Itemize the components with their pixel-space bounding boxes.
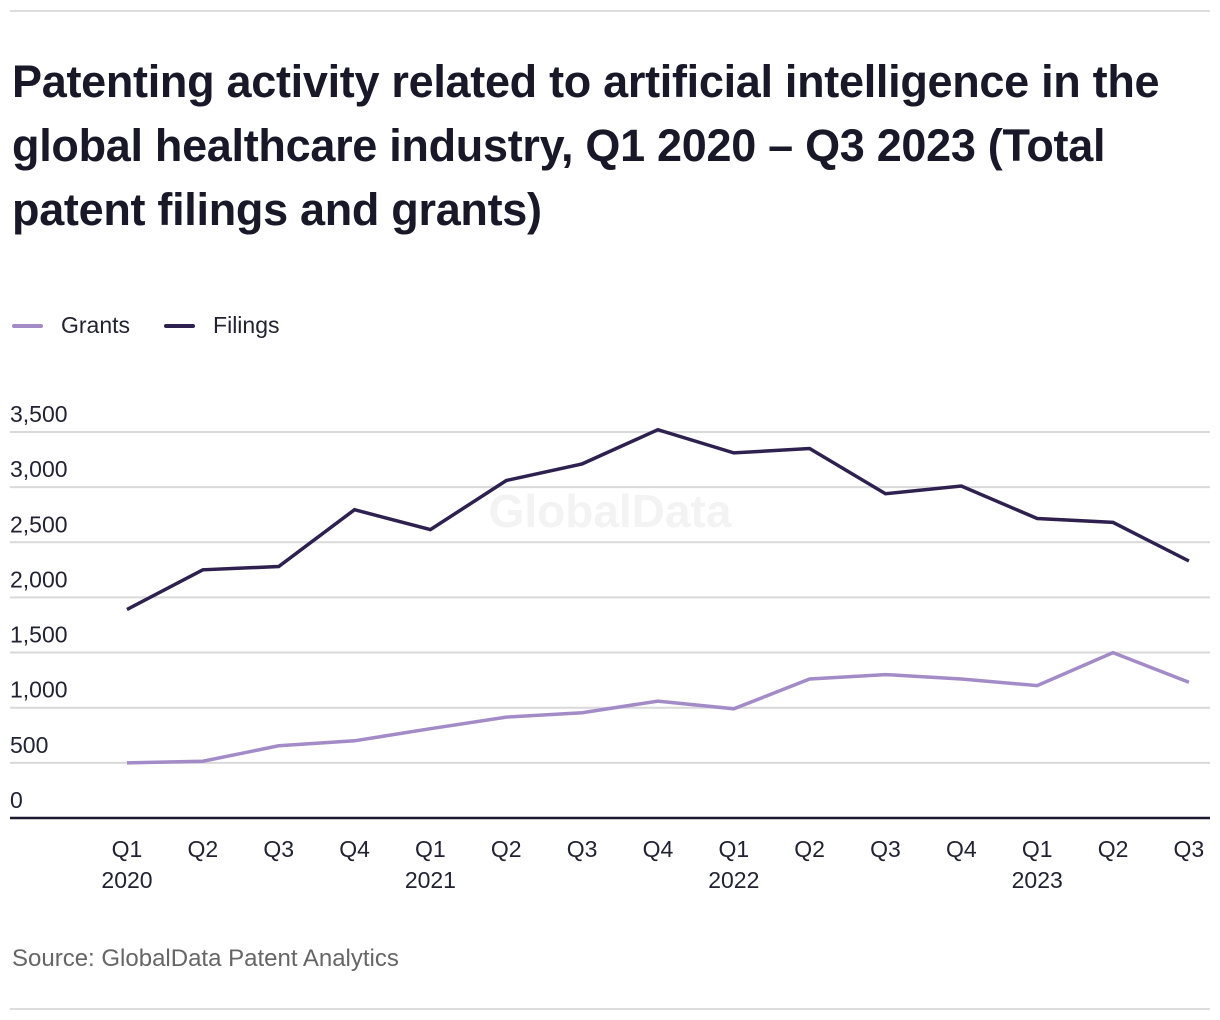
line-chart: GlobalData 0 500 1,000 1,500 2,000 2,500 3,000… xyxy=(10,401,1210,893)
legend-item-grants[interactable]: Grants xyxy=(12,312,130,339)
series-lines xyxy=(126,427,1190,765)
y-tick-label: 3,000 xyxy=(10,456,68,482)
source-note: Source: GlobalData Patent Analytics xyxy=(12,945,399,972)
legend-swatch-filings xyxy=(164,323,196,328)
legend-label-filings: Filings xyxy=(213,312,280,338)
x-tick-label: Q2 xyxy=(188,836,219,862)
bottom-divider xyxy=(10,1008,1210,1010)
series-line-filings xyxy=(126,427,1190,612)
legend-swatch-grants xyxy=(12,323,43,328)
x-tick-label: Q1 xyxy=(415,836,446,862)
y-tick-label: 1,500 xyxy=(10,622,68,648)
y-tick-label: 0 xyxy=(10,787,23,813)
x-tick-label: Q4 xyxy=(643,836,674,862)
x-tick-year-label: 2023 xyxy=(1012,867,1063,893)
series-line-grants xyxy=(126,650,1190,765)
x-tick-year-label: 2021 xyxy=(405,867,456,893)
watermark-text: GlobalData xyxy=(489,485,732,537)
y-axis-tick-labels: 0 500 1,000 1,500 2,000 2,500 3,000 3,500 xyxy=(10,401,68,813)
y-tick-label: 500 xyxy=(10,732,48,758)
legend-item-filings[interactable]: Filings xyxy=(164,312,280,339)
chart-legend: Grants Filings xyxy=(12,312,314,339)
legend-label-grants: Grants xyxy=(61,312,131,338)
y-tick-label: 1,000 xyxy=(10,677,68,703)
x-tick-year-label: 2022 xyxy=(708,867,759,893)
x-tick-label: Q3 xyxy=(567,836,598,862)
chart-title: Patenting activity related to artificial… xyxy=(12,56,1160,235)
y-tick-label: 2,000 xyxy=(10,566,68,592)
x-axis-tick-labels: Q1 2020 Q2 Q3 Q4 Q1 2021 Q2 Q3 Q4 Q1 2022 Q2 Q3 Q4 Q1 20… xyxy=(101,836,1204,893)
y-tick-label: 2,500 xyxy=(10,511,68,537)
x-tick-label: Q1 xyxy=(718,836,749,862)
x-tick-label: Q1 xyxy=(112,836,143,862)
x-tick-label: Q3 xyxy=(263,836,294,862)
x-tick-label: Q3 xyxy=(1174,836,1205,862)
x-tick-label: Q4 xyxy=(946,836,977,862)
x-tick-label: Q1 xyxy=(1022,836,1053,862)
top-divider xyxy=(10,10,1210,12)
gridlines xyxy=(10,430,1210,764)
x-tick-label: Q4 xyxy=(339,836,370,862)
x-tick-label: Q2 xyxy=(491,836,522,862)
y-tick-label: 3,500 xyxy=(10,401,68,427)
x-tick-label: Q2 xyxy=(1098,836,1129,862)
x-tick-year-label: 2020 xyxy=(101,867,152,893)
x-tick-label: Q2 xyxy=(794,836,825,862)
x-tick-label: Q3 xyxy=(870,836,901,862)
